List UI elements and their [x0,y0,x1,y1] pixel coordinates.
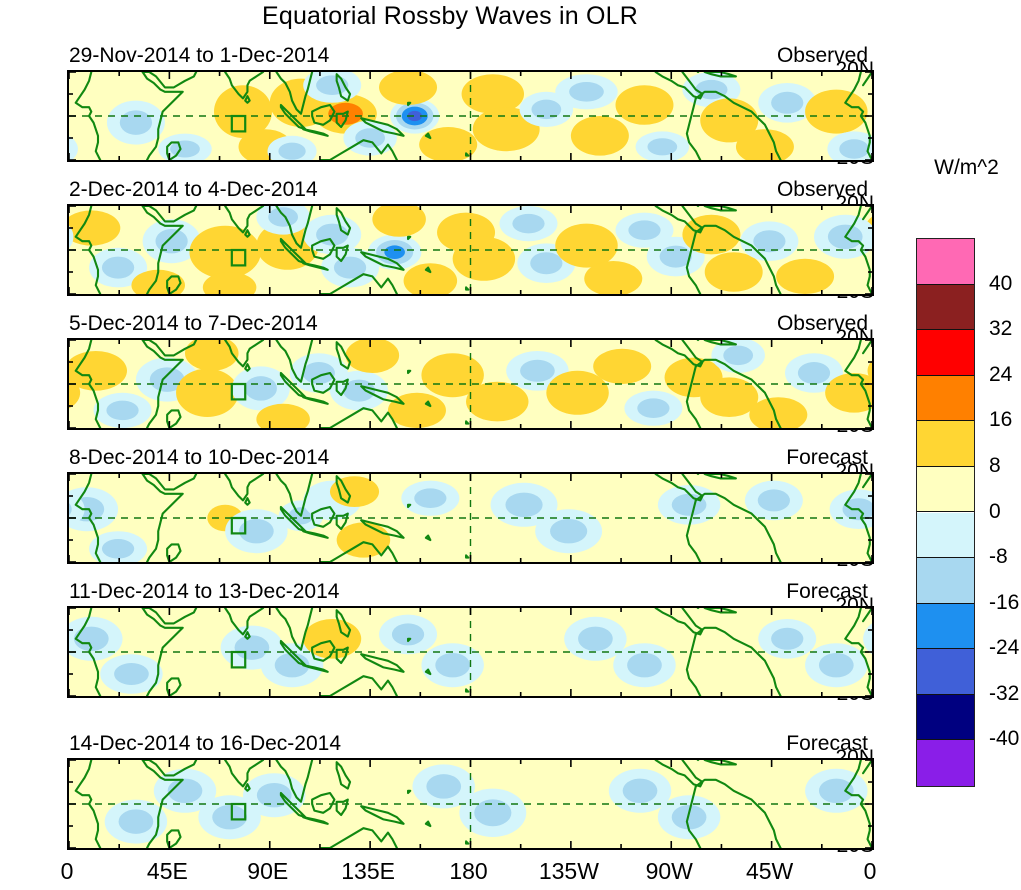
colorbar-tick-label: 8 [989,453,1001,477]
panel-kind-label: Forecast [786,446,868,469]
panel-date-range: 11-Dec-2014 to 13-Dec-2014 [69,580,340,603]
x-axis-tick-label: 0 [863,858,877,884]
colorbar-band [917,330,974,376]
page-title: Equatorial Rossby Waves in OLR [261,2,639,30]
colorbar-band [917,558,974,604]
panel-kind-label: Observed [776,178,868,201]
panel-header: 5-Dec-2014 to 7-Dec-2014 Observed [67,310,870,336]
colorbar-units-label: W/m^2 [934,156,999,179]
colorbar-tick-label: 0 [989,499,1001,523]
colorbar-band [917,466,974,513]
panel-date-range: 8-Dec-2014 to 10-Dec-2014 [69,446,330,469]
colorbar-band [917,284,974,331]
olr-anomaly-map [67,338,874,430]
x-axis-tick-label: 180 [449,858,488,884]
panel-header: 14-Dec-2014 to 16-Dec-2014 Forecast [67,730,870,756]
olr-anomaly-map [67,204,874,296]
colorbar-tick-label: 40 [989,271,1013,295]
x-axis-tick-label: 90W [645,858,693,884]
colorbar-tick-label: -32 [989,681,1020,705]
olr-anomaly-map [67,472,874,564]
colorbar-band [917,649,974,695]
colorbar-band [917,603,974,650]
panel-kind-label: Observed [776,44,868,67]
x-axis-tick-label: 45E [146,858,188,884]
panel-header: 2-Dec-2014 to 4-Dec-2014 Observed [67,176,870,202]
panel-kind-label: Forecast [786,732,868,755]
colorbar-tick-label: 24 [989,362,1013,386]
x-axis-tick-label: 45W [745,858,794,884]
colorbar-tick-label: -24 [989,636,1020,660]
olr-anomaly-map [67,606,874,698]
colorbar-tick-label: -40 [989,727,1020,751]
panel-header: 29-Nov-2014 to 1-Dec-2014 Observed [67,42,870,68]
x-axis-tick-label: 135E [341,858,395,884]
colorbar-band [917,421,974,467]
panel-date-range: 14-Dec-2014 to 16-Dec-2014 [69,732,341,755]
panel-header: 11-Dec-2014 to 13-Dec-2014 Forecast [67,578,870,604]
colorbar-band [917,375,974,422]
x-axis-tick-label: 135W [538,858,599,884]
panel-kind-label: Observed [776,312,868,335]
x-axis-tick-label: 90E [247,858,289,884]
colorbar-tick-label: -16 [989,590,1020,614]
colorbar-band [917,512,974,559]
colorbar-band [917,694,974,741]
x-axis-tick-label: 0 [60,858,74,884]
panel-date-range: 29-Nov-2014 to 1-Dec-2014 [69,44,330,67]
colorbar-band [917,740,974,786]
colorbar-tick-label: 16 [989,408,1013,432]
colorbar-tick-label: -8 [989,545,1008,569]
colorbar-tick-label: 32 [989,317,1013,341]
panel-date-range: 5-Dec-2014 to 7-Dec-2014 [69,312,318,335]
panel-date-range: 2-Dec-2014 to 4-Dec-2014 [69,178,318,201]
colorbar-band [917,239,974,285]
olr-anomaly-map [67,70,874,162]
panel-kind-label: Forecast [786,580,868,603]
colorbar [916,238,975,787]
panel-header: 8-Dec-2014 to 10-Dec-2014 Forecast [67,444,870,470]
olr-anomaly-map [67,758,874,850]
